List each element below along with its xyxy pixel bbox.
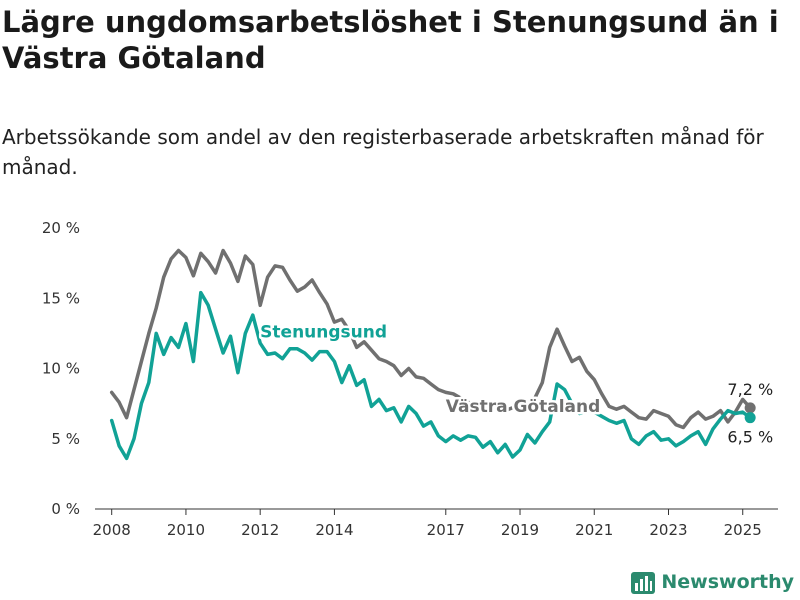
series-label-v-stra-g-taland: Västra Götaland xyxy=(446,397,601,417)
y-tick-label: 5 % xyxy=(51,430,80,448)
chart-title: Lägre ungdomsarbetslöshet i Stenungsund … xyxy=(2,5,779,75)
y-tick-label: 10 % xyxy=(42,360,80,378)
series-line-v-stra-g-taland xyxy=(109,248,752,430)
end-point-v-stra-g-taland xyxy=(744,402,756,414)
series-line-stenungsund xyxy=(109,290,752,461)
x-tick-label: 2023 xyxy=(649,521,687,539)
x-tick-label: 2017 xyxy=(427,521,465,539)
x-tick-label: 2019 xyxy=(501,521,539,539)
x-tick-label: 2025 xyxy=(724,521,762,539)
chart-subtitle: Arbetssökande som andel av den registerb… xyxy=(2,125,764,179)
x-tick-label: 2010 xyxy=(167,521,205,539)
bar-chart-logo-icon xyxy=(631,572,656,594)
series-label-stenungsund: Stenungsund xyxy=(260,323,387,343)
x-axis: 2008 2010 2012 2014 2017 2019 2021 2023 2025 xyxy=(93,508,778,539)
y-tick-label: 0 % xyxy=(51,500,80,518)
series-lines xyxy=(109,248,756,461)
end-point-stenungsund xyxy=(744,412,756,424)
y-axis: 0 % 5 % 10 % 15 % 20 % xyxy=(42,219,80,518)
x-tick-label: 2012 xyxy=(241,521,279,539)
series-labels: 7,2 % 6,5 % Västra Götaland Stenungsund xyxy=(258,320,773,447)
brand-name: Newsworthy xyxy=(661,571,794,593)
x-tick-label: 2008 xyxy=(93,521,131,539)
x-tick-label: 2021 xyxy=(575,521,613,539)
x-tick-label: 2014 xyxy=(315,521,353,539)
end-value-label-stenungsund: 6,5 % xyxy=(727,428,773,447)
newsworthy-logo[interactable]: Newsworthy xyxy=(631,569,794,595)
y-tick-label: 15 % xyxy=(42,289,80,307)
end-value-label-v-stra-g-taland: 7,2 % xyxy=(727,380,773,399)
y-tick-label: 20 % xyxy=(42,219,80,237)
